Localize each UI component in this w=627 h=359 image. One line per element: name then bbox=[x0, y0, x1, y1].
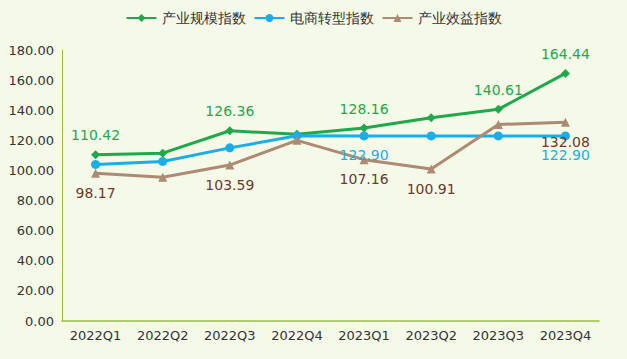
svg-text:产业效益指数: 产业效益指数 bbox=[418, 10, 502, 26]
svg-text:2022Q2: 2022Q2 bbox=[137, 328, 189, 343]
svg-text:2022Q1: 2022Q1 bbox=[70, 328, 122, 343]
svg-text:120.00: 120.00 bbox=[9, 133, 55, 148]
svg-text:110.42: 110.42 bbox=[71, 127, 120, 143]
svg-text:2022Q3: 2022Q3 bbox=[204, 328, 256, 343]
svg-text:164.44: 164.44 bbox=[541, 46, 590, 62]
svg-text:60.00: 60.00 bbox=[17, 223, 54, 238]
svg-text:0.00: 0.00 bbox=[25, 314, 54, 329]
svg-text:128.16: 128.16 bbox=[340, 101, 389, 117]
svg-text:2023Q4: 2023Q4 bbox=[540, 328, 592, 343]
svg-text:产业规模指数: 产业规模指数 bbox=[162, 10, 246, 26]
svg-text:122.90: 122.90 bbox=[340, 147, 389, 163]
svg-text:103.59: 103.59 bbox=[205, 177, 254, 193]
svg-text:电商转型指数: 电商转型指数 bbox=[290, 10, 374, 26]
svg-text:122.90: 122.90 bbox=[541, 147, 590, 163]
svg-text:107.16: 107.16 bbox=[340, 171, 389, 187]
svg-text:98.17: 98.17 bbox=[76, 185, 116, 201]
svg-text:80.00: 80.00 bbox=[17, 193, 54, 208]
svg-text:2023Q1: 2023Q1 bbox=[338, 328, 390, 343]
svg-text:126.36: 126.36 bbox=[205, 103, 254, 119]
svg-text:2023Q2: 2023Q2 bbox=[405, 328, 457, 343]
svg-text:140.00: 140.00 bbox=[9, 103, 55, 118]
svg-text:180.00: 180.00 bbox=[9, 43, 55, 58]
svg-text:160.00: 160.00 bbox=[9, 73, 55, 88]
svg-text:132.08: 132.08 bbox=[541, 134, 590, 150]
svg-text:100.91: 100.91 bbox=[407, 181, 456, 197]
svg-text:2022Q4: 2022Q4 bbox=[271, 328, 323, 343]
svg-text:140.61: 140.61 bbox=[474, 82, 523, 98]
svg-text:2023Q3: 2023Q3 bbox=[473, 328, 525, 343]
svg-text:40.00: 40.00 bbox=[17, 253, 54, 268]
svg-text:100.00: 100.00 bbox=[9, 163, 55, 178]
svg-text:20.00: 20.00 bbox=[17, 283, 54, 298]
